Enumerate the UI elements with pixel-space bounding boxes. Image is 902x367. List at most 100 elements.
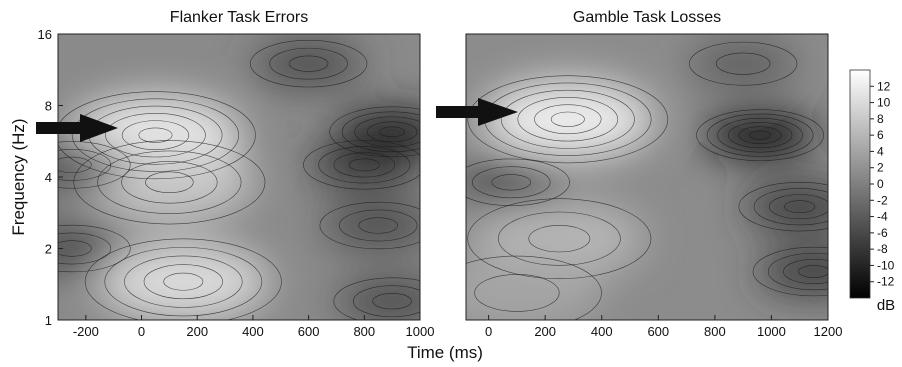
y-tick-label: 16 bbox=[38, 27, 52, 42]
arrow-annotation-gamble bbox=[436, 98, 518, 126]
contour-line bbox=[696, 109, 825, 161]
contour-line bbox=[249, 40, 368, 88]
heatmap-hotspot bbox=[309, 142, 420, 187]
colorbar-tick-label: -8 bbox=[877, 242, 888, 256]
heatmap-hotspot bbox=[98, 243, 269, 320]
contour-line bbox=[753, 188, 828, 226]
heatmap-hotspot bbox=[58, 226, 127, 271]
colorbar-gradient bbox=[849, 69, 871, 299]
contour-line bbox=[333, 152, 396, 178]
x-axis-gamble: 0 200 400 600 800 1000 1200 bbox=[485, 315, 842, 339]
contour-line bbox=[466, 158, 570, 206]
contour-line bbox=[333, 277, 420, 320]
contour-line bbox=[372, 293, 412, 310]
heatmap-hotspot bbox=[323, 203, 420, 248]
contour-line bbox=[689, 41, 798, 86]
heatmap-hotspot bbox=[744, 184, 828, 229]
contour-line bbox=[517, 97, 619, 142]
contour-line bbox=[497, 211, 621, 266]
panel-title-flanker: Flanker Task Errors bbox=[170, 9, 308, 26]
x-tick-label: 1000 bbox=[757, 324, 786, 339]
contour-line bbox=[58, 240, 92, 257]
contour-line bbox=[288, 55, 329, 72]
heatmap-hotspot bbox=[84, 144, 255, 221]
contour-line bbox=[474, 274, 560, 312]
contour-line bbox=[491, 174, 531, 191]
colorbar-tick-label: -10 bbox=[877, 258, 895, 272]
contour-line bbox=[728, 122, 793, 149]
contour-line bbox=[466, 255, 602, 320]
panel-flanker: Flanker Task Errors -200 0 200 400 600 800 100… bbox=[9, 9, 435, 339]
y-tick-label: 2 bbox=[45, 242, 52, 257]
contour-line bbox=[58, 91, 256, 180]
contour-line bbox=[145, 171, 194, 194]
x-tick-label: 400 bbox=[591, 324, 613, 339]
contour-line bbox=[352, 285, 420, 318]
panel-title-gamble: Gamble Task Losses bbox=[573, 9, 721, 26]
contour-line bbox=[58, 141, 131, 189]
colorbar-tick-label: -4 bbox=[877, 210, 888, 224]
x-axis-label: Time (ms) bbox=[407, 343, 483, 362]
colorbar-ticks: 12 10 8 6 4 2 0 -2 -4 -6 -8 -10 -12 bbox=[870, 79, 895, 289]
colorbar-tick-label: -6 bbox=[877, 226, 888, 240]
y-axis-label: Frequency (Hz) bbox=[9, 118, 28, 235]
contour-line bbox=[105, 113, 206, 158]
contour-line bbox=[318, 146, 411, 184]
colorbar-tick-label: 8 bbox=[877, 112, 884, 126]
contour-line bbox=[71, 98, 240, 172]
contour-line bbox=[749, 130, 772, 140]
colorbar-tick-label: 4 bbox=[877, 144, 884, 158]
y-tick-label: 8 bbox=[45, 99, 52, 114]
heatmap-hotspot bbox=[758, 249, 828, 294]
contour-line bbox=[58, 232, 112, 265]
contour-line bbox=[319, 201, 420, 250]
colorbar-tick-label: 6 bbox=[877, 128, 884, 142]
contour-line bbox=[379, 126, 405, 138]
contour-line bbox=[550, 111, 585, 127]
contour-line bbox=[472, 166, 551, 199]
contour-line bbox=[752, 246, 828, 297]
contour-lines-flanker bbox=[58, 40, 420, 320]
contour-line bbox=[269, 47, 348, 80]
x-tick-label: 1000 bbox=[406, 324, 435, 339]
contour-line bbox=[339, 209, 418, 242]
y-tick-label: 4 bbox=[45, 170, 52, 185]
contour-line bbox=[303, 140, 420, 190]
heatmap-hotspot bbox=[466, 160, 567, 205]
heatmap-hotspot bbox=[466, 254, 602, 320]
heatmap-flanker bbox=[58, 41, 420, 320]
contour-line bbox=[706, 113, 814, 157]
contour-line bbox=[58, 224, 131, 273]
contour-line bbox=[84, 238, 282, 320]
contour-line bbox=[738, 182, 828, 232]
y-axis-flanker: 1 2 4 8 16 bbox=[38, 27, 63, 328]
colorbar: 12 10 8 6 4 2 0 -2 -4 -6 -8 -10 -12 dB bbox=[849, 69, 895, 314]
colorbar-tick-label: 12 bbox=[877, 79, 891, 93]
panel-gamble: Gamble Task Losses 0 200 400 600 800 1000 1200 bbox=[436, 9, 842, 339]
contour-line bbox=[467, 198, 652, 279]
x-tick-label: 600 bbox=[647, 324, 669, 339]
contour-line bbox=[138, 127, 173, 143]
contour-line bbox=[768, 194, 828, 220]
contour-line bbox=[329, 106, 420, 158]
contour-line bbox=[354, 116, 420, 148]
x-tick-label: 800 bbox=[353, 324, 375, 339]
contour-line bbox=[58, 156, 92, 173]
heatmap-hotspot bbox=[482, 81, 653, 158]
x-tick-label: 200 bbox=[186, 324, 208, 339]
x-tick-label: -200 bbox=[73, 324, 99, 339]
colorbar-label: dB bbox=[877, 297, 895, 314]
contour-line bbox=[121, 161, 218, 204]
x-tick-label: 0 bbox=[485, 324, 492, 339]
heatmap-hotspot bbox=[705, 113, 816, 158]
contour-line bbox=[121, 120, 190, 151]
colorbar-tick-label: -2 bbox=[877, 193, 888, 207]
contour-line bbox=[467, 75, 669, 164]
contour-line bbox=[784, 200, 816, 214]
x-tick-label: 0 bbox=[138, 324, 145, 339]
contour-line bbox=[715, 52, 771, 75]
contour-line bbox=[341, 111, 420, 153]
contour-line bbox=[738, 126, 782, 144]
contour-line bbox=[97, 150, 242, 214]
